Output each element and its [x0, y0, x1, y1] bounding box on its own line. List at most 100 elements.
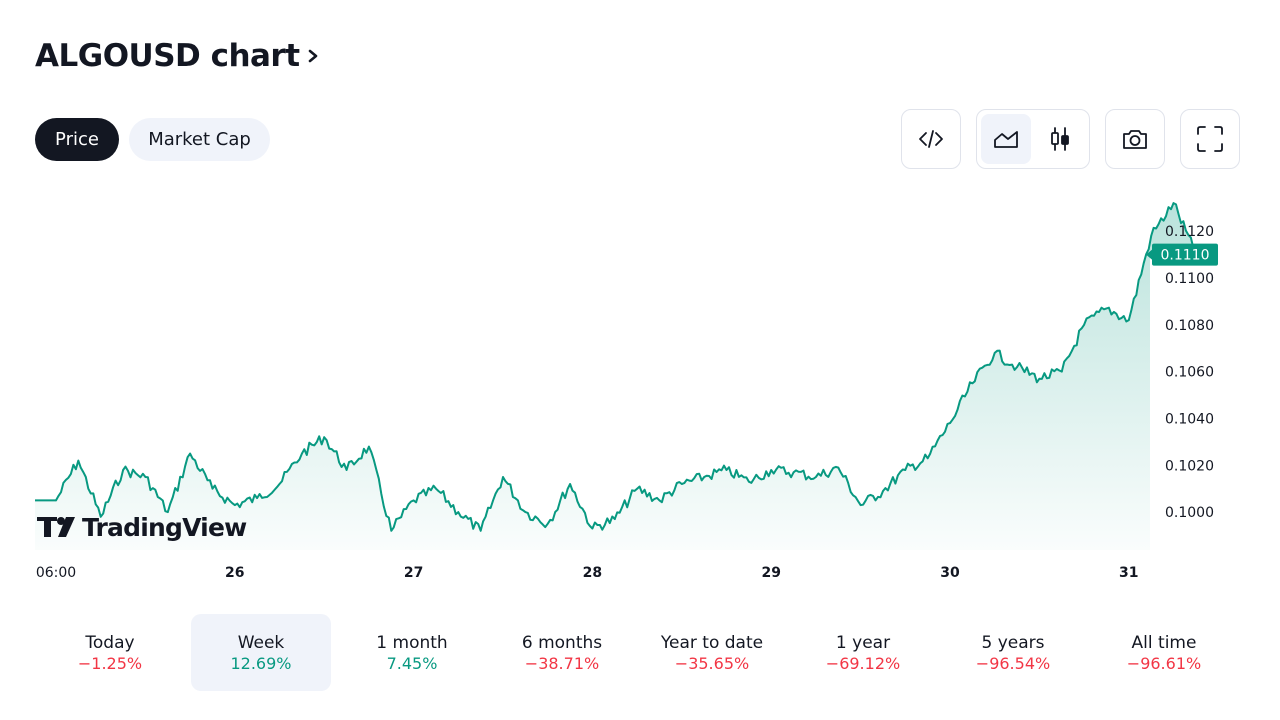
- snapshot-button[interactable]: [1105, 109, 1165, 169]
- data-point: [1016, 366, 1018, 368]
- data-point: [1150, 235, 1152, 237]
- embed-code-icon: [919, 130, 943, 148]
- timeframe-label: 1 month: [376, 632, 448, 653]
- tab-price[interactable]: Price: [35, 118, 119, 161]
- timeframe-week[interactable]: Week 12.69%: [191, 614, 331, 691]
- data-point: [77, 459, 80, 462]
- data-point: [792, 471, 795, 474]
- data-point: [256, 497, 258, 499]
- data-point: [167, 511, 169, 513]
- data-point: [524, 511, 527, 513]
- timeframe-change: −35.65%: [674, 653, 750, 673]
- data-point: [882, 490, 884, 492]
- data-point: [614, 518, 616, 520]
- timeframe-year-to-date[interactable]: Year to date −35.65%: [642, 614, 782, 691]
- timeframe-change: 12.69%: [230, 653, 292, 673]
- data-point: [390, 530, 393, 532]
- data-point: [926, 457, 929, 460]
- data-point: [502, 476, 504, 478]
- tab-market-cap[interactable]: Market Cap: [129, 118, 270, 161]
- x-tick-label: 31: [1119, 565, 1138, 581]
- x-tick-label: 30: [940, 565, 960, 581]
- timeframe-change: −96.54%: [975, 653, 1051, 673]
- timeframe-label: Today: [85, 632, 135, 653]
- data-point: [457, 511, 460, 513]
- y-tick-label: 0.1000: [1165, 505, 1214, 521]
- chevron-right-icon: [308, 49, 317, 63]
- timeframe-change: −69.12%: [825, 653, 901, 673]
- x-tick-label: 26: [225, 565, 244, 581]
- tab-market-cap-label: Market Cap: [148, 129, 251, 150]
- data-point: [122, 469, 124, 471]
- data-point: [770, 469, 772, 471]
- fullscreen-icon: [1197, 126, 1223, 152]
- timeframe-6-months[interactable]: 6 months −38.71%: [492, 614, 632, 691]
- timeframe-change: 7.45%: [386, 653, 438, 673]
- chart-title-link[interactable]: ALGOUSD chart: [35, 36, 320, 76]
- timeframe-change: −38.71%: [524, 653, 600, 673]
- data-point: [569, 483, 571, 485]
- tradingview-logo-icon: [37, 517, 75, 537]
- data-point: [1061, 370, 1063, 373]
- data-point: [859, 504, 862, 506]
- price-series-line: [35, 202, 1197, 532]
- timeframe-label: 6 months: [521, 632, 603, 653]
- data-point: [681, 483, 683, 485]
- camera-icon: [1123, 130, 1147, 149]
- data-point: [725, 469, 728, 471]
- last-price-label: 0.1110: [1161, 248, 1210, 264]
- data-point: [1128, 319, 1130, 321]
- timeframe-today[interactable]: Today −1.25%: [40, 614, 180, 691]
- x-tick-label: 29: [761, 565, 780, 581]
- timeframe-label: Week: [237, 632, 285, 653]
- y-tick-label: 0.1080: [1165, 318, 1214, 334]
- data-point: [904, 469, 907, 471]
- timeframe-label: Year to date: [660, 632, 764, 653]
- data-point: [189, 452, 191, 455]
- data-point: [368, 445, 370, 448]
- timeframe-5-years[interactable]: 5 years −96.54%: [943, 614, 1083, 691]
- data-point: [703, 476, 705, 478]
- timeframe-1-month[interactable]: 1 month 7.45%: [342, 614, 482, 691]
- data-point: [211, 487, 214, 490]
- data-point: [278, 483, 281, 485]
- page-title: ALGOUSD chart: [35, 38, 300, 74]
- timeframe-label: All time: [1131, 632, 1197, 653]
- fullscreen-button[interactable]: [1180, 109, 1240, 169]
- data-point: [993, 352, 996, 354]
- data-point: [323, 436, 326, 439]
- x-tick-label: 27: [404, 565, 423, 581]
- data-point: [234, 504, 236, 506]
- timeframe-1-year[interactable]: 1 year −69.12%: [793, 614, 933, 691]
- data-point: [949, 422, 951, 424]
- data-point: [1038, 377, 1041, 380]
- watermark-text: TradingView: [82, 513, 247, 542]
- data-point: [971, 382, 974, 385]
- data-point: [345, 469, 348, 471]
- y-tick-label: 0.1060: [1165, 365, 1214, 381]
- data-point: [591, 527, 594, 530]
- last-price-badge: [1152, 243, 1218, 266]
- data-point: [301, 452, 303, 455]
- data-point: [1105, 307, 1108, 310]
- y-tick-label: 0.1100: [1165, 271, 1214, 287]
- candles-style-button[interactable]: [1035, 114, 1085, 164]
- embed-button[interactable]: [901, 109, 961, 169]
- price-area-fill: [35, 203, 1196, 550]
- area-chart-icon: [994, 131, 1018, 148]
- tab-price-label: Price: [55, 129, 99, 150]
- data-point: [658, 499, 661, 502]
- timeframe-change: −96.61%: [1126, 653, 1202, 673]
- data-point: [1172, 202, 1175, 204]
- data-point: [546, 523, 549, 525]
- y-tick-label: 0.1040: [1165, 412, 1214, 428]
- price-chart[interactable]: 0.1000 0.1020 0.1040 0.1060 0.1080 0.1100 0.11…: [0, 180, 1280, 600]
- data-point: [815, 476, 817, 478]
- data-point: [412, 499, 415, 502]
- chart-style-toggle: [976, 109, 1090, 169]
- y-tick-label: 0.1020: [1165, 458, 1214, 474]
- area-style-button[interactable]: [981, 114, 1031, 164]
- last-price-pointer: [1146, 249, 1152, 260]
- data-point: [55, 499, 57, 502]
- timeframe-all-time[interactable]: All time −96.61%: [1094, 614, 1234, 691]
